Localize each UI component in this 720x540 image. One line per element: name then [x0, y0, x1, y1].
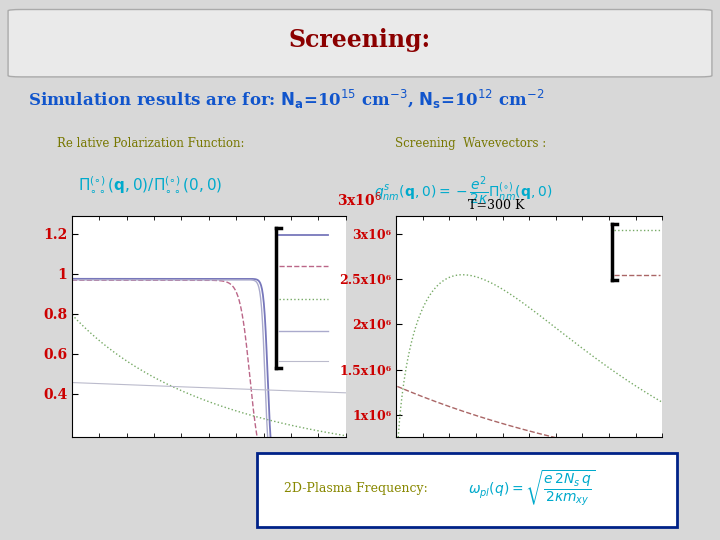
Text: 2D-Plasma Frequency:: 2D-Plasma Frequency:: [284, 482, 428, 495]
Text: Screening  Wavevectors :: Screening Wavevectors :: [395, 137, 546, 150]
Text: Simulation results are for: $\bf{N_a}$=10$^{15}$ cm$^{-3}$, $\bf{N_s}$=10$^{12}$: Simulation results are for: $\bf{N_a}$=1…: [28, 89, 545, 111]
Text: 3x10$^6$: 3x10$^6$: [338, 191, 382, 210]
FancyBboxPatch shape: [8, 10, 712, 77]
Text: Screening:: Screening:: [289, 28, 431, 52]
Text: T=300 K: T=300 K: [468, 199, 524, 212]
FancyBboxPatch shape: [257, 453, 677, 527]
Text: $\Pi^{(\circ)}_{\circ\circ}(\mathbf{q},0)/\Pi^{(\circ)}_{\circ\circ}(0,0)$: $\Pi^{(\circ)}_{\circ\circ}(\mathbf{q},0…: [78, 174, 222, 195]
Text: $q^s_{nm}(\mathbf{q},0) = -\dfrac{e^2}{2\kappa}\Pi^{(\circ)}_{nm}(\mathbf{q},0)$: $q^s_{nm}(\mathbf{q},0) = -\dfrac{e^2}{2…: [374, 174, 552, 207]
Text: $\omega_{pl}(q)=\sqrt{\dfrac{e\,2N_s\,q}{2\kappa m_{xy}}}$: $\omega_{pl}(q)=\sqrt{\dfrac{e\,2N_s\,q}…: [468, 469, 595, 508]
Text: Re lative Polarization Function:: Re lative Polarization Function:: [57, 137, 244, 150]
